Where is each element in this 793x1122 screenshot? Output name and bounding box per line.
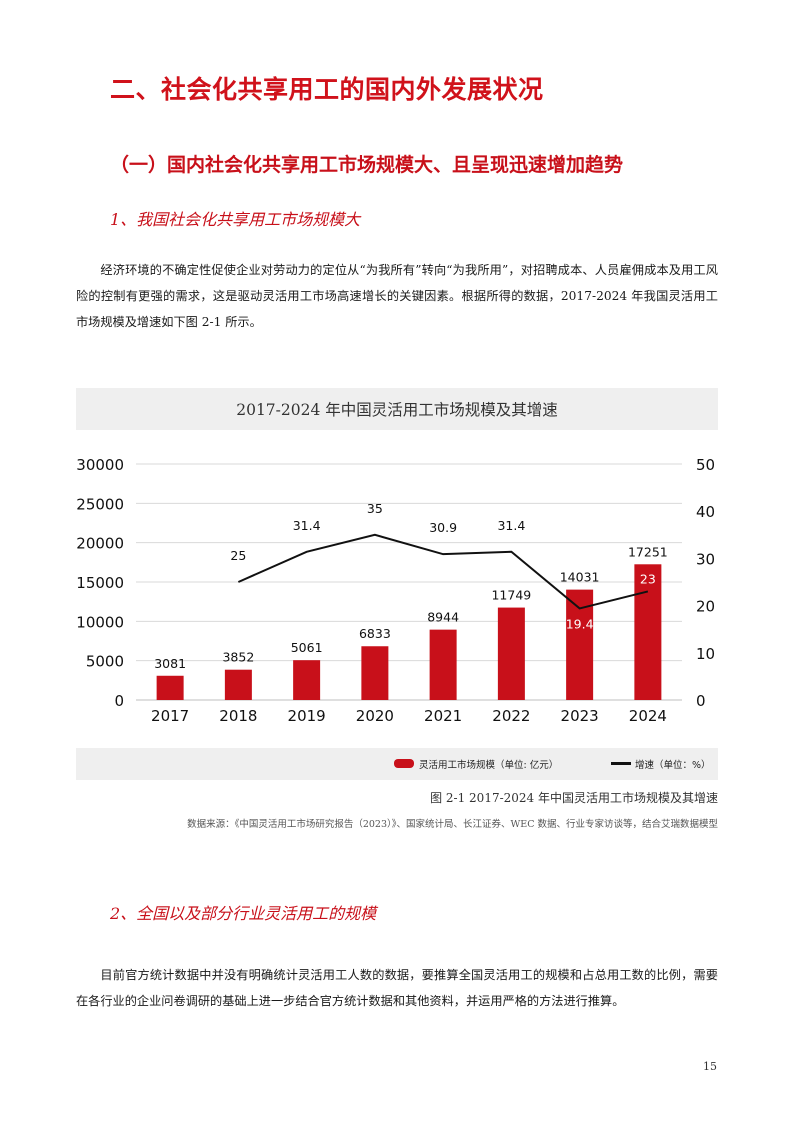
x-tick-label: 2017 <box>151 707 189 725</box>
y-tick-label: 30000 <box>76 456 124 474</box>
subsubsection-heading: 1、我国社会化共享用工市场规模大 <box>110 210 361 229</box>
bar-data-label: 3081 <box>154 656 186 671</box>
y2-tick-label: 50 <box>696 456 715 474</box>
bar <box>224 669 252 700</box>
y2-tick-label: 0 <box>696 692 706 710</box>
y2-tick-label: 20 <box>696 598 715 616</box>
bar-data-label: 5061 <box>291 640 323 655</box>
figure-caption: 图 2-1 2017-2024 年中国灵活用工市场规模及其增速 <box>430 791 718 805</box>
x-tick-label: 2021 <box>424 707 462 725</box>
bar-data-label: 6833 <box>359 626 391 641</box>
y-tick-label: 5000 <box>86 653 124 671</box>
bar-data-label: 8944 <box>427 610 459 625</box>
line-data-label: 23 <box>640 571 656 586</box>
y2-tick-label: 10 <box>696 645 715 663</box>
line-data-label: 35 <box>367 501 383 516</box>
body-paragraph: 经济环境的不确定性促使企业对劳动力的定位从“为我所有”转向“为我所用”，对招聘成… <box>76 263 718 329</box>
y2-tick-label: 40 <box>696 503 715 521</box>
line-data-label: 31.4 <box>293 518 321 533</box>
bar <box>156 675 184 700</box>
bar-data-label: 3852 <box>222 650 254 665</box>
line-data-label: 31.4 <box>497 518 525 533</box>
page-number: 15 <box>703 1060 717 1073</box>
bar <box>361 646 389 700</box>
line-data-label: 30.9 <box>429 520 457 535</box>
y2-tick-label: 30 <box>696 550 715 568</box>
bar-data-label: 11749 <box>491 588 531 603</box>
x-tick-label: 2022 <box>492 707 530 725</box>
legend-label-bar: 灵活用工市场规模（单位: 亿元） <box>419 759 558 771</box>
chart-legend: 灵活用工市场规模（单位: 亿元） 增速（单位：%） <box>394 759 711 771</box>
chart-title-band <box>76 388 718 430</box>
section-heading: 二、社会化共享用工的国内外发展状况 <box>110 75 544 104</box>
y-tick-label: 20000 <box>76 535 124 553</box>
line-data-label: 19.4 <box>566 616 594 631</box>
bar <box>293 660 321 700</box>
line-data-label: 25 <box>230 548 246 563</box>
bar <box>429 629 457 700</box>
bar <box>497 607 525 700</box>
y-tick-label: 15000 <box>76 574 124 592</box>
chart-figure: 2017-2024 年中国灵活用工市场规模及其增速 0 5000 10000 1500… <box>76 388 718 780</box>
x-tick-label: 2020 <box>356 707 394 725</box>
x-tick-label: 2023 <box>561 707 599 725</box>
y-tick-label: 25000 <box>76 495 124 513</box>
chart-plot: 0 5000 10000 15000 20000 25000 30000 0 10 20 30 40 5… <box>76 456 715 725</box>
chart-title: 2017-2024 年中国灵活用工市场规模及其增速 <box>236 401 558 419</box>
x-tick-label: 2018 <box>219 707 257 725</box>
legend-label-line: 增速（单位：%） <box>635 759 711 771</box>
growth-line <box>237 533 649 610</box>
subsection-heading: （一）国内社会化共享用工市场规模大、且呈现迅速增加趋势 <box>110 154 624 176</box>
y-tick-label: 10000 <box>76 613 124 631</box>
bar-data-label: 17251 <box>628 544 668 559</box>
x-tick-label: 2019 <box>288 707 326 725</box>
figure-source: 数据来源：《中国灵活用工市场研究报告（2023）》、国家统计局、长江证券、WEC… <box>187 819 718 830</box>
bar <box>634 564 662 700</box>
bar-data-label: 14031 <box>560 570 600 585</box>
subsubsection-heading-2: 2、全国以及部分行业灵活用工的规模 <box>110 904 377 923</box>
x-tick-label: 2024 <box>629 707 667 725</box>
legend-swatch-bar <box>394 759 414 768</box>
body-paragraph-2: 目前官方统计数据中并没有明确统计灵活用工人数的数据，要推算全国灵活用工的规模和占… <box>76 968 718 1008</box>
y-tick-label: 0 <box>114 692 124 710</box>
